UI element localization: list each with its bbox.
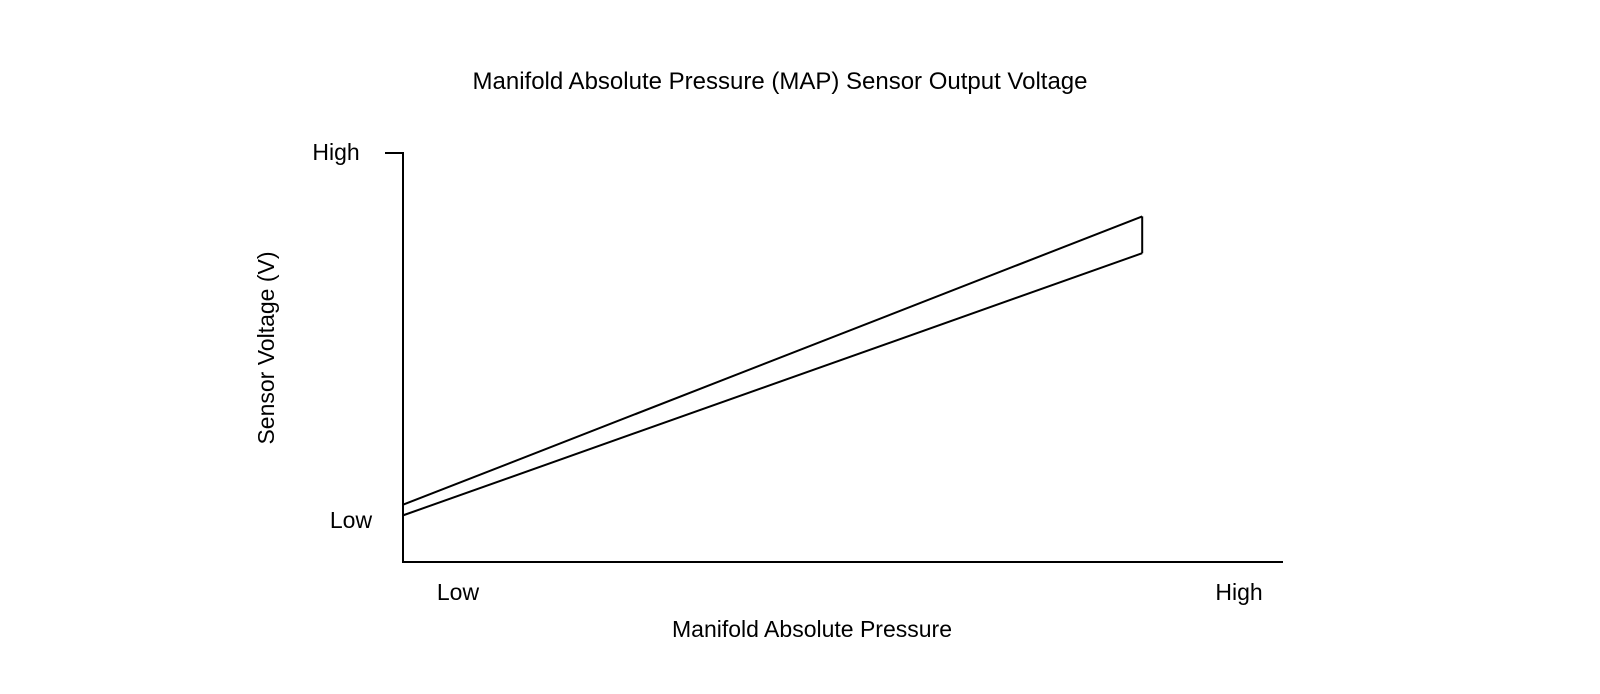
series-line-lower <box>402 252 1143 517</box>
chart-title: Manifold Absolute Pressure (MAP) Sensor … <box>473 68 1088 95</box>
series-line-upper <box>402 215 1143 506</box>
plot-area <box>402 215 1144 517</box>
y-tick-label-low: Low <box>330 507 373 533</box>
y-axis-label: Sensor Voltage (V) <box>253 251 279 444</box>
y-tick-label-high: High <box>312 139 359 165</box>
x-tick-label-high: High <box>1215 579 1262 605</box>
x-axis-label: Manifold Absolute Pressure <box>672 616 952 642</box>
x-tick-label-low: Low <box>437 579 480 605</box>
